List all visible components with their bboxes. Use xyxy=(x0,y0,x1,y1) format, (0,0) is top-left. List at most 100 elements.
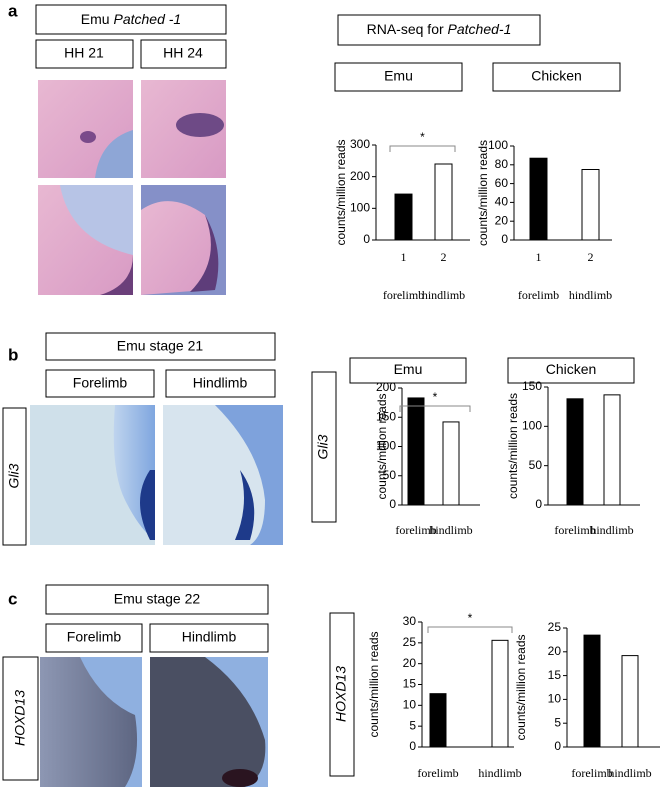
chart-title: Emu xyxy=(384,68,413,84)
bar xyxy=(581,169,600,241)
header: RNA-seq for Patched-1 xyxy=(367,21,512,37)
y-axis-label: counts/million reads xyxy=(476,140,490,246)
y-axis-label: counts/million reads xyxy=(367,631,381,737)
y-tick-label: 100 xyxy=(522,419,542,433)
y-axis-label: counts/million reads xyxy=(334,139,348,245)
image-detail xyxy=(235,470,255,540)
y-tick-label: 80 xyxy=(495,157,509,171)
image-detail xyxy=(150,657,266,787)
chart-title-box xyxy=(507,357,635,384)
y-tick-label: 30 xyxy=(403,614,417,628)
y-tick-label: 0 xyxy=(363,232,370,246)
x-tick-label: hindlimb xyxy=(478,766,521,780)
gene-box xyxy=(329,612,355,777)
significance-bracket xyxy=(389,145,456,152)
bar xyxy=(603,394,621,506)
panel-title: Emu Patched -1 xyxy=(81,11,181,27)
column-label: HH 24 xyxy=(163,45,203,61)
x-tick-label: forelimb xyxy=(554,523,595,537)
x-group-label: hindlimb xyxy=(422,288,465,302)
column-box xyxy=(149,623,269,653)
x-tick-label: forelimb xyxy=(571,766,612,780)
x-tick-label: hindlimb xyxy=(429,523,472,537)
image-detail xyxy=(222,769,258,787)
y-tick-label: 15 xyxy=(548,668,562,682)
image-detail xyxy=(140,470,155,540)
y-tick-label: 20 xyxy=(548,644,562,658)
y-tick-label: 15 xyxy=(403,677,417,691)
significance-mark: * xyxy=(420,130,425,144)
y-tick-label: 150 xyxy=(376,409,396,423)
y-tick-label: 25 xyxy=(548,620,562,634)
column-label: Forelimb xyxy=(73,375,128,391)
x-tick-label: 1 xyxy=(401,250,407,264)
header-text: RNA-seq for xyxy=(367,21,448,37)
y-tick-label: 5 xyxy=(554,715,561,729)
y-tick-label: 60 xyxy=(495,176,509,190)
image-detail xyxy=(38,185,133,295)
image-detail xyxy=(163,405,265,545)
image-detail xyxy=(80,131,96,143)
x-group-label: forelimb xyxy=(518,288,559,302)
y-tick-label: 10 xyxy=(403,698,417,712)
chart-title: Chicken xyxy=(546,361,597,377)
column-box xyxy=(45,623,143,653)
chart-title: Emu xyxy=(394,361,423,377)
x-tick-label: 1 xyxy=(536,250,542,264)
x-tick-label: forelimb xyxy=(417,766,458,780)
y-tick-label: 40 xyxy=(495,195,509,209)
y-tick-label: 0 xyxy=(389,497,396,511)
y-tick-label: 25 xyxy=(403,635,417,649)
panel-title: Emu stage 21 xyxy=(117,338,204,354)
y-tick-label: 0 xyxy=(535,497,542,511)
chart-title-box xyxy=(349,357,467,384)
x-tick-label: forelimb xyxy=(395,523,436,537)
significance-mark: * xyxy=(468,611,473,625)
column-label: HH 21 xyxy=(64,45,104,61)
gene-box xyxy=(2,407,27,546)
column-box xyxy=(45,369,155,398)
significance-bracket xyxy=(399,405,471,412)
column-box xyxy=(165,369,276,398)
panel-label: a xyxy=(8,1,18,20)
column-label: Hindlimb xyxy=(193,375,248,391)
y-tick-label: 50 xyxy=(529,458,543,472)
panel-label: c xyxy=(8,589,17,608)
significance-mark: * xyxy=(433,390,438,404)
bar xyxy=(491,639,509,748)
y-tick-label: 5 xyxy=(409,718,416,732)
header-italic: Patched-1 xyxy=(448,21,512,37)
title-text: Emu xyxy=(81,11,114,27)
x-group-label: hindlimb xyxy=(569,288,612,302)
title-box xyxy=(35,4,227,35)
bar xyxy=(429,693,447,748)
y-tick-label: 100 xyxy=(350,201,370,215)
bar xyxy=(442,421,460,506)
image-detail xyxy=(176,113,224,137)
image-detail xyxy=(100,255,133,295)
gene-label: HOXD13 xyxy=(12,690,28,746)
x-tick-label: 2 xyxy=(588,250,594,264)
y-tick-label: 50 xyxy=(383,468,397,482)
x-group-label: forelimb xyxy=(383,288,424,302)
y-tick-label: 150 xyxy=(522,379,542,393)
bar xyxy=(394,193,413,241)
y-axis-label: counts/million reads xyxy=(514,634,528,740)
image-detail xyxy=(141,201,215,295)
bar xyxy=(621,655,639,748)
x-tick-label: hindlimb xyxy=(608,766,651,780)
y-tick-label: 0 xyxy=(409,739,416,753)
y-tick-label: 200 xyxy=(350,169,370,183)
y-tick-label: 300 xyxy=(350,137,370,151)
gene-label: HOXD13 xyxy=(333,666,349,722)
gene-label: Gli3 xyxy=(6,463,22,488)
y-tick-label: 200 xyxy=(376,380,396,394)
title-italic: Patched -1 xyxy=(113,11,181,27)
y-tick-label: 100 xyxy=(488,138,508,152)
y-tick-label: 20 xyxy=(495,213,509,227)
x-tick-label: hindlimb xyxy=(590,523,633,537)
y-tick-label: 100 xyxy=(376,439,396,453)
significance-bracket xyxy=(427,626,513,633)
y-axis-label: counts/million reads xyxy=(506,393,520,499)
